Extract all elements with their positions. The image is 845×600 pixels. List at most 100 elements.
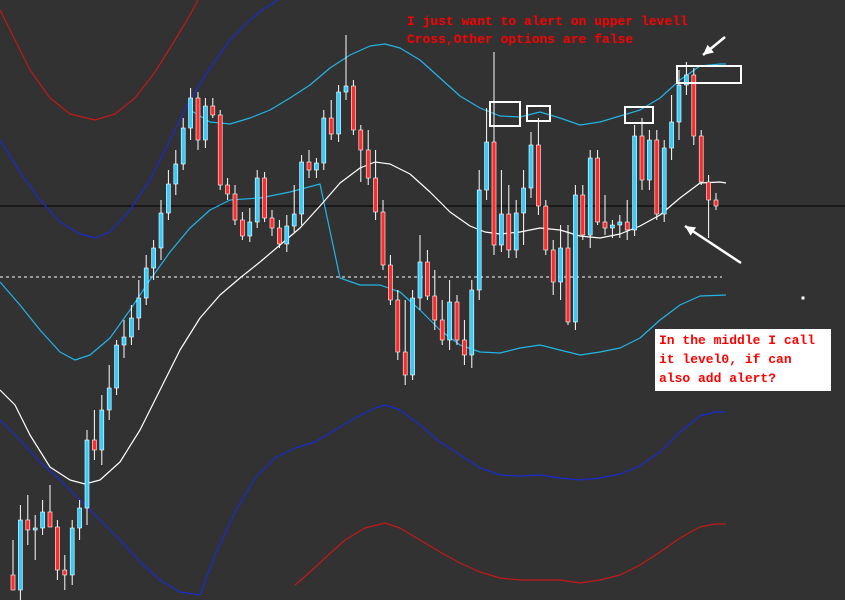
candle-bull — [114, 344, 119, 389]
candle-bear — [25, 519, 31, 531]
candle-bear — [580, 194, 586, 236]
candle-bull — [410, 297, 415, 376]
candle-bull — [254, 177, 260, 223]
top-annotation: I just want to alert on upper levell Cro… — [407, 14, 688, 47]
candle-bull — [610, 224, 615, 229]
candle-bear — [365, 149, 371, 179]
candle-bear — [358, 129, 364, 151]
highlight-box — [489, 101, 521, 127]
annotation-overlay — [489, 36, 805, 300]
candle-bull — [484, 141, 489, 191]
candle-bull — [676, 84, 682, 123]
highlight-box — [624, 106, 654, 124]
middle-band-upper-line — [0, 0, 279, 239]
candle-bear — [595, 157, 600, 223]
candle-bear — [217, 114, 223, 186]
candle-bull — [158, 212, 164, 249]
candle-bull — [314, 162, 319, 171]
candle-bull — [499, 213, 504, 246]
candle-bear — [550, 249, 556, 283]
candle-bear — [395, 299, 401, 353]
candle-bear — [654, 139, 660, 215]
candle-bull — [573, 194, 578, 323]
candle-bear — [262, 177, 267, 219]
candle-bull — [106, 387, 112, 411]
candle-bear — [47, 511, 53, 528]
candle-bear — [210, 105, 216, 116]
candle-bear — [543, 205, 549, 251]
inner-band-lower-line — [0, 183, 727, 361]
candle-bull — [32, 527, 38, 531]
candle-bear — [491, 141, 497, 246]
candle-bear — [425, 261, 430, 297]
highlight-box — [526, 105, 551, 122]
candle-bull — [476, 189, 482, 291]
candle-bear — [454, 301, 460, 341]
candle-bear — [240, 219, 245, 237]
arrow-head — [703, 44, 714, 55]
candle-bear — [506, 213, 512, 251]
arrow-shaft — [684, 224, 742, 265]
candle-bull — [291, 213, 297, 227]
candle-bear — [639, 135, 645, 181]
candle-bull — [180, 127, 186, 165]
marker-dot — [801, 296, 805, 300]
candle-bull — [632, 135, 637, 231]
candle-bull — [343, 85, 349, 93]
candle-bear — [380, 211, 386, 266]
candle-bull — [513, 212, 519, 251]
outer-band-lower-line — [294, 522, 726, 586]
candle-bear — [232, 193, 238, 221]
candle-bull — [121, 336, 127, 346]
candle-bear — [462, 339, 467, 356]
candle-bear — [62, 569, 68, 576]
candle-bear — [351, 85, 356, 131]
candle-bull — [99, 409, 105, 451]
candle-bull — [284, 225, 290, 245]
arrow-head — [685, 226, 697, 236]
candle-bull — [558, 247, 563, 283]
candle-bear — [225, 184, 230, 195]
candle-group — [10, 35, 719, 600]
level0-annotation: In the middle I call it level0, if can a… — [655, 329, 831, 391]
candle-bull — [521, 187, 526, 214]
candle-bull — [661, 147, 667, 215]
candle-bear — [706, 181, 711, 201]
candle-bear — [691, 74, 697, 137]
candle-bear — [10, 574, 16, 591]
candle-bull — [18, 519, 23, 591]
candle-bull — [173, 163, 179, 185]
candle-bear — [55, 526, 60, 571]
candle-bull — [299, 161, 304, 215]
candle-bear — [432, 295, 438, 321]
candle-bear — [439, 319, 445, 341]
candle-bull — [669, 121, 674, 149]
candle-bull — [617, 221, 623, 226]
candle-bull — [247, 221, 253, 237]
candle-bear — [624, 221, 630, 231]
candle-bull — [528, 144, 534, 189]
candle-bull — [336, 91, 341, 135]
highlight-box — [676, 65, 742, 84]
candle-bull — [84, 439, 90, 509]
candle-bear — [602, 221, 608, 229]
candle-bull — [469, 289, 475, 356]
candle-bull — [143, 267, 149, 299]
candle-bear — [306, 161, 312, 171]
candle-bull — [151, 247, 156, 269]
candle-bear — [195, 97, 201, 141]
candle-bull — [321, 117, 327, 164]
candle-bull — [647, 139, 652, 181]
candle-bull — [203, 105, 208, 141]
candle-bear — [536, 144, 541, 207]
candle-bull — [188, 97, 193, 129]
candle-bear — [713, 199, 719, 207]
middle-band-lower-line — [0, 404, 726, 596]
candle-bear — [698, 135, 704, 183]
candle-bull — [417, 261, 423, 299]
candle-bull — [77, 507, 82, 529]
candle-bull — [136, 297, 142, 319]
